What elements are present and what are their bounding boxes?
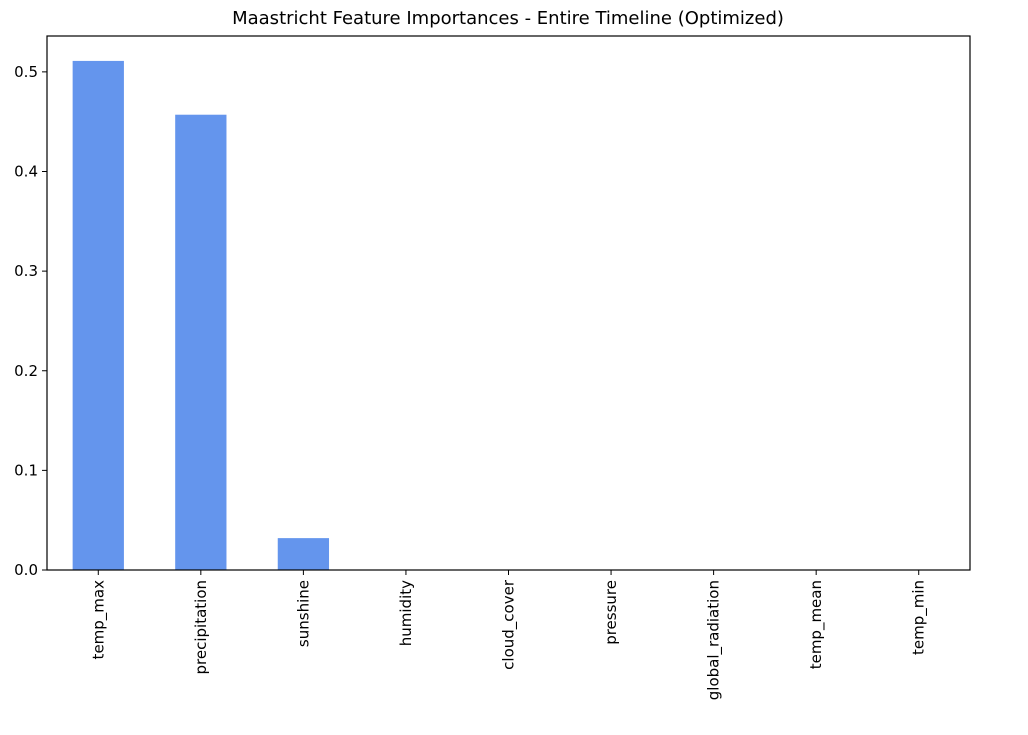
x-tick-label: humidity (397, 580, 415, 646)
x-tick-label: pressure (602, 580, 620, 645)
y-axis: 0.0 0.1 0.2 0.3 0.4 0.5 (14, 63, 47, 579)
y-tick-label: 0.2 (14, 362, 38, 380)
y-tick-label: 0.1 (14, 461, 38, 479)
bar-sunshine (277, 538, 330, 570)
y-tick-label: 0.5 (14, 63, 38, 81)
x-tick-label: temp_min (910, 580, 929, 655)
chart-title: Maastricht Feature Importances - Entire … (232, 8, 784, 29)
plot-frame (46, 35, 971, 571)
x-tick-label: sunshine (294, 580, 312, 647)
x-tick-label: cloud_cover (500, 579, 519, 670)
y-tick-label: 0.3 (14, 262, 38, 280)
x-axis: temp_max precipitation sunshine humidity clo… (89, 570, 929, 700)
bars (72, 60, 330, 571)
y-tick-label: 0.4 (14, 162, 38, 180)
bar-temp_max (72, 60, 124, 570)
x-tick-label: temp_mean (807, 580, 826, 669)
bar-precipitation (175, 114, 227, 571)
x-tick-label: temp_max (89, 580, 108, 660)
x-tick-label: global_radiation (705, 580, 724, 700)
x-tick-label: precipitation (192, 580, 210, 675)
y-tick-label: 0.0 (14, 561, 38, 579)
